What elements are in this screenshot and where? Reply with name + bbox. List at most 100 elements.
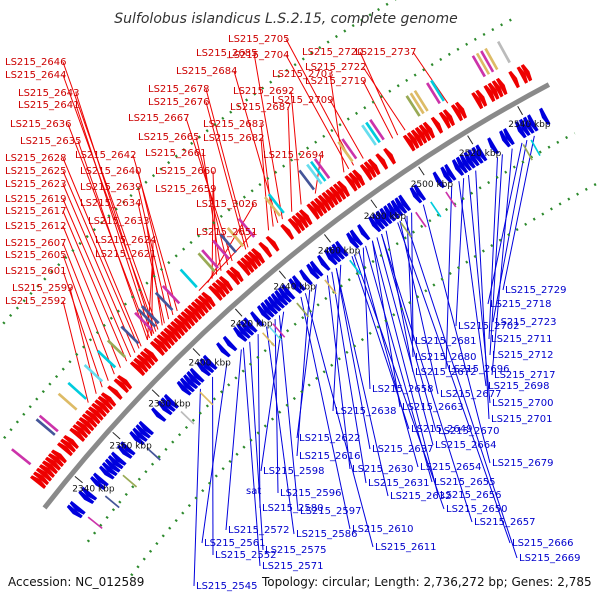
gene-label-reverse[interactable]: LS215_2611 [375,542,436,553]
gene-label-reverse[interactable]: LS215_2698 [488,381,549,392]
forward-gene-arrow [177,314,192,330]
gene-label-forward[interactable]: LS215_2678 [148,84,209,95]
gene-label-forward[interactable]: LS215_2719 [305,76,366,87]
gene-label-forward[interactable]: LS215_2644 [5,70,66,81]
gene-label-reverse[interactable]: LS215_2649 [411,424,472,435]
gene-label-forward[interactable]: LS215_2682 [203,133,264,144]
gene-label-reverse[interactable]: LS215_2701 [491,414,552,425]
gene-label-reverse[interactable]: LS215_2658 [372,384,433,395]
gene-label-reverse[interactable]: LS215_2700 [492,398,553,409]
gene-label-forward[interactable]: LS215_2607 [5,238,66,249]
gene-label-forward[interactable]: LS215_2705 [228,34,289,45]
gene-label-forward[interactable]: LS215_2628 [5,153,66,164]
gene-label-forward[interactable]: LS215_2709 [272,95,333,106]
gene-label-reverse[interactable]: LS215_2561 [204,538,265,549]
tick-label: 2420 kbp [230,320,273,330]
gene-label-reverse[interactable]: LS215_2712 [492,350,553,361]
gene-label-reverse[interactable]: LS215_2638 [335,406,396,417]
gene-label-forward[interactable]: LS215_2703 [272,69,333,80]
gene-label-reverse[interactable]: LS215_2637 [372,444,433,455]
gene-label-reverse[interactable]: LS215_2655 [434,477,495,488]
leader-line-reverse [422,204,491,464]
gene-label-reverse[interactable]: LS215_2657 [474,517,535,528]
gene-label-forward[interactable]: LS215_2737 [355,47,416,58]
gene-label-forward[interactable]: LS215_2665 [138,132,199,143]
gene-label-reverse[interactable]: LS215_2616 [299,451,360,462]
gene-label-forward[interactable]: LS215_2640 [80,166,141,177]
gene-label-forward[interactable]: LS215_2687 [230,102,291,113]
gene-label-reverse[interactable]: LS215_2622 [299,433,360,444]
gene-label-forward[interactable]: LS215_2634 [80,198,141,209]
gene-label-forward[interactable]: LS215_2641 [18,100,79,111]
gene-label-reverse[interactable]: LS215_2680 [415,352,476,363]
gene-label-reverse[interactable]: LS215_2702 [458,321,519,332]
gene-label-forward[interactable]: LS215_2676 [148,97,209,108]
gene-label-forward[interactable]: LS215_2633 [88,216,149,227]
forward-gene-arrow [243,254,258,270]
gene-label-forward[interactable]: LS215_2639 [80,182,141,193]
gene-label-forward[interactable]: LS215_2642 [75,150,136,161]
gene-label-reverse[interactable]: LS215_2666 [512,538,573,549]
gene-label-reverse[interactable]: LS215_2681 [415,336,476,347]
gene-label-forward[interactable]: LS215_2617 [5,206,66,217]
gene-label-reverse[interactable]: LS215_2654 [420,462,481,473]
gene-label-forward[interactable]: LS215_2636 [10,119,71,130]
gene-label-reverse[interactable]: LS215_2575 [265,545,326,556]
gene-label-forward[interactable]: LS215_2667 [128,113,189,124]
gene-label-reverse[interactable]: LS215_2664 [435,440,496,451]
gene-label-forward[interactable]: LS215_2683 [203,119,264,130]
gene-label-reverse[interactable]: LS215_2545 [196,581,257,592]
gene-label-reverse[interactable]: LS215_2679 [492,458,553,469]
gene-label-reverse[interactable]: LS215_2586 [296,529,357,540]
gene-label-reverse[interactable]: LS215_2552 [215,550,276,561]
gene-label-reverse[interactable]: LS215_2729 [505,285,566,296]
gene-label-forward[interactable]: LS215_2643 [18,88,79,99]
gene-label-reverse[interactable]: LS215_2670 [438,426,499,437]
gene-label-forward[interactable]: LS215_3026 [196,199,257,210]
gene-label-forward[interactable]: LS215_2661 [145,148,206,159]
gene-label-forward[interactable]: LS215_2646 [5,57,66,68]
gene-label-reverse[interactable]: LS215_2572 [228,525,289,536]
gene-label-forward[interactable]: LS215_2625 [5,166,66,177]
gene-label-reverse[interactable]: LS215_2580 [262,503,323,514]
gene-label-forward[interactable]: LS215_2694 [263,150,324,161]
gene-label-forward[interactable]: LS215_2659 [155,184,216,195]
gene-label-forward[interactable]: LS215_2651 [196,227,257,238]
gene-label-reverse[interactable]: LS215_2630 [352,464,413,475]
gene-label-forward[interactable]: LS215_2720 [302,47,363,58]
gene-label-forward[interactable]: LS215_2704 [228,50,289,61]
gene-label-forward[interactable]: LS215_2692 [233,86,294,97]
gene-label-forward[interactable]: LS215_2621 [95,249,156,260]
gene-label-forward[interactable]: LS215_2623 [5,179,66,190]
gene-label-reverse[interactable]: LS215_2663 [402,402,463,413]
gene-label-forward[interactable]: LS215_2624 [95,235,156,246]
gene-label-forward[interactable]: LS215_2635 [20,136,81,147]
gene-label-reverse[interactable]: LS215_2596 [280,488,341,499]
gene-label-forward[interactable]: LS215_2599 [12,283,73,294]
gene-label-forward[interactable]: LS215_2619 [5,194,66,205]
gene-label-forward[interactable]: LS215_2684 [176,66,237,77]
gene-label-forward[interactable]: LS215_2601 [5,266,66,277]
gene-label-reverse[interactable]: LS215_2571 [262,561,323,572]
gene-label-reverse[interactable]: LS215_2696 [448,364,509,375]
gene-label-reverse[interactable]: LS215_2717 [494,370,555,381]
gene-label-forward[interactable]: LS215_2722 [305,62,366,73]
gene-label-reverse[interactable]: LS215_2723 [495,317,556,328]
gene-label-forward[interactable]: LS215_2685 [196,48,257,59]
gene-label-reverse[interactable]: LS215_2656 [440,490,501,501]
gene-label-reverse[interactable]: LS215_2669 [519,553,580,564]
gene-label-reverse[interactable]: LS215_2650 [446,504,507,515]
gene-label-reverse[interactable]: LS215_2631 [368,478,429,489]
gene-label-reverse[interactable]: LS215_2672 [415,367,476,378]
gene-label-reverse[interactable]: LS215_2711 [491,334,552,345]
gene-label-forward[interactable]: LS215_2660 [155,166,216,177]
gene-label-reverse[interactable]: LS215_2718 [490,299,551,310]
gene-label-forward[interactable]: LS215_2592 [5,296,66,307]
gene-label-reverse[interactable]: LS215_2632 [390,491,451,502]
gene-label-forward[interactable]: LS215_2605 [5,250,66,261]
gene-label-forward[interactable]: LS215_2612 [5,221,66,232]
gene-label-reverse[interactable]: LS215_2598 [263,466,324,477]
gene-label-reverse[interactable]: LS215_2677 [440,389,501,400]
gene-label-reverse[interactable]: LS215_2597 [300,506,361,517]
gene-label-reverse[interactable]: LS215_2610 [352,524,413,535]
